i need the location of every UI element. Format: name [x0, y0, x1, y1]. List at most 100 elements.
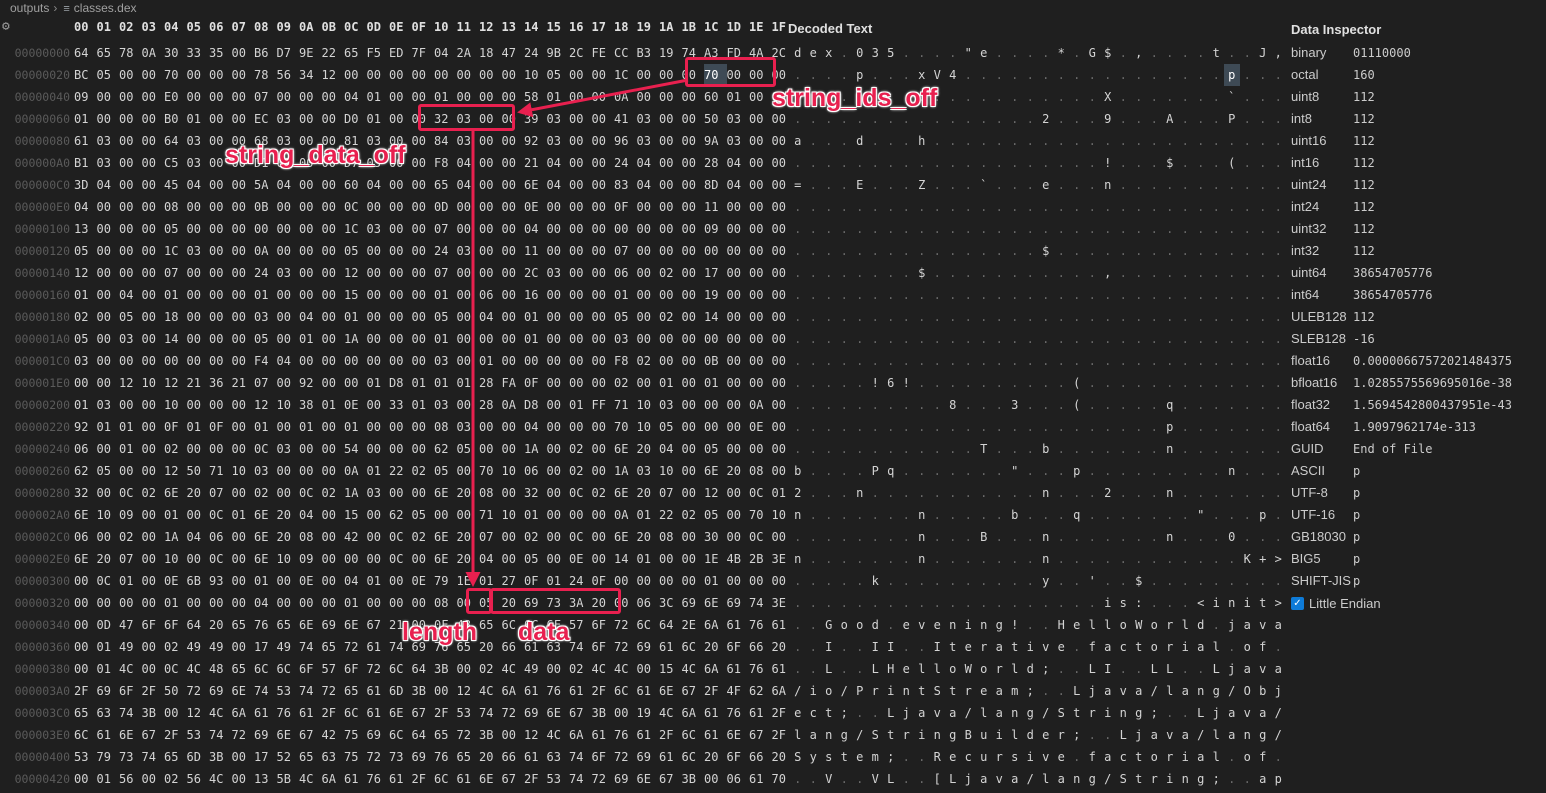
hex-byte[interactable]: 30	[164, 46, 179, 60]
hex-byte[interactable]: 0A	[254, 244, 269, 258]
hex-byte[interactable]: 76	[614, 728, 629, 742]
hex-byte[interactable]: 03	[366, 486, 381, 500]
decoded-char[interactable]: p	[1166, 420, 1174, 434]
decoded-char[interactable]: .	[1104, 508, 1112, 522]
decoded-char[interactable]: n	[1119, 706, 1127, 720]
decoded-char[interactable]: .	[1042, 200, 1050, 214]
decoded-char[interactable]: .	[1259, 68, 1267, 82]
hex-byte[interactable]: 06	[636, 596, 651, 610]
hex-byte[interactable]: 14	[704, 310, 719, 324]
hex-byte[interactable]: 20	[501, 596, 516, 610]
decoded-char[interactable]: b	[1259, 684, 1267, 698]
hex-byte[interactable]: 00	[299, 244, 314, 258]
hex-byte[interactable]: 35	[209, 46, 224, 60]
hex-byte[interactable]: 6C	[681, 728, 696, 742]
hex-byte[interactable]: 05	[524, 552, 539, 566]
decoded-char[interactable]: .	[1150, 464, 1158, 478]
hex-byte[interactable]: 00	[366, 288, 381, 302]
decoded-char[interactable]: d	[856, 134, 864, 148]
hex-byte[interactable]: 6B	[186, 574, 201, 588]
decoded-char[interactable]: .	[825, 530, 833, 544]
decoded-char[interactable]: .	[1243, 464, 1251, 478]
hex-byte[interactable]: 00	[749, 112, 764, 126]
decoded-char[interactable]: .	[809, 596, 817, 610]
hex-byte[interactable]: 00	[119, 398, 134, 412]
hex-byte[interactable]: 00	[636, 222, 651, 236]
decoded-char[interactable]: .	[949, 530, 957, 544]
decoded-char[interactable]: .	[871, 552, 879, 566]
inspector-value[interactable]: p	[1353, 530, 1361, 544]
hex-byte[interactable]: 00	[231, 772, 246, 786]
decoded-char[interactable]: .	[918, 288, 926, 302]
decoded-char[interactable]: 0	[856, 46, 864, 60]
hex-byte[interactable]: 6E	[254, 530, 269, 544]
hex-byte[interactable]: 00	[366, 244, 381, 258]
decoded-char[interactable]: .	[902, 552, 910, 566]
decoded-char[interactable]: .	[1088, 442, 1096, 456]
hex-byte[interactable]: 66	[501, 750, 516, 764]
hex-byte[interactable]: 00	[704, 420, 719, 434]
decoded-char[interactable]: .	[1011, 420, 1019, 434]
hex-byte[interactable]: 56	[276, 68, 291, 82]
decoded-char[interactable]: .	[840, 354, 848, 368]
decoded-char[interactable]: .	[1011, 112, 1019, 126]
decoded-char[interactable]: .	[1026, 376, 1034, 390]
decoded-char[interactable]: .	[1104, 442, 1112, 456]
hex-byte[interactable]: 04	[276, 354, 291, 368]
decoded-char[interactable]: L	[1119, 728, 1127, 742]
hex-byte[interactable]: 03	[456, 420, 471, 434]
hex-byte[interactable]: 00	[501, 178, 516, 192]
hex-byte[interactable]: 76	[434, 640, 449, 654]
decoded-char[interactable]: .	[809, 310, 817, 324]
decoded-char[interactable]: j	[1228, 618, 1236, 632]
hex-byte[interactable]: 00	[456, 662, 471, 676]
decoded-char[interactable]: q	[887, 464, 895, 478]
inspector-value[interactable]: 01110000	[1353, 46, 1411, 60]
decoded-char[interactable]: .	[1119, 156, 1127, 170]
decoded-char[interactable]: .	[1135, 398, 1143, 412]
decoded-char[interactable]: S	[794, 750, 802, 764]
hex-byte[interactable]: 41	[614, 112, 629, 126]
hex-byte[interactable]: 00	[501, 222, 516, 236]
decoded-char[interactable]: .	[1057, 222, 1065, 236]
hex-byte[interactable]: 6E	[434, 486, 449, 500]
decoded-char[interactable]: .	[933, 486, 941, 500]
hex-byte[interactable]: 00	[276, 244, 291, 258]
hex-byte[interactable]: 00	[726, 574, 741, 588]
decoded-char[interactable]: .	[1212, 244, 1220, 258]
decoded-char[interactable]: .	[825, 464, 833, 478]
decoded-char[interactable]: .	[1274, 288, 1282, 302]
decoded-char[interactable]: .	[1088, 420, 1096, 434]
hex-byte[interactable]: 00	[569, 310, 584, 324]
decoded-char[interactable]: .	[856, 508, 864, 522]
hex-byte[interactable]: 0E	[344, 398, 359, 412]
hex-bytes[interactable]: 03 00 00 00 00 00 00 00 F4 04 00 00 00 00 00 00 03 00 01 00…	[74, 350, 794, 372]
decoded-char[interactable]: .	[1228, 508, 1236, 522]
hex-byte[interactable]: 00	[231, 46, 246, 60]
decoded-char[interactable]: .	[995, 68, 1003, 82]
hex-byte[interactable]: 00	[209, 354, 224, 368]
hex-byte[interactable]: 03	[546, 112, 561, 126]
decoded-char[interactable]: r	[902, 728, 910, 742]
hex-byte[interactable]: 09	[704, 222, 719, 236]
decoded-char[interactable]: $	[1135, 574, 1143, 588]
decoded-char[interactable]: .	[1197, 266, 1205, 280]
inspector-value[interactable]: p	[1353, 486, 1361, 500]
decoded-char[interactable]: .	[1135, 244, 1143, 258]
hex-byte[interactable]: 00	[501, 442, 516, 456]
decoded-char[interactable]: .	[949, 332, 957, 346]
hex-byte[interactable]: 00	[726, 398, 741, 412]
hex-byte[interactable]: 12	[456, 684, 471, 698]
decoded-char[interactable]: .	[1135, 178, 1143, 192]
decoded-char[interactable]: .	[1212, 508, 1220, 522]
hex-byte[interactable]: 00	[119, 134, 134, 148]
hex-byte[interactable]: 00	[546, 288, 561, 302]
hex-byte[interactable]: 00	[389, 420, 404, 434]
decoded-char[interactable]: .	[1150, 486, 1158, 500]
decoded-char[interactable]: .	[1259, 574, 1267, 588]
decoded-char[interactable]: .	[918, 222, 926, 236]
hex-byte[interactable]: 76	[546, 684, 561, 698]
hex-byte[interactable]: 00	[546, 662, 561, 676]
decoded-char[interactable]: .	[1274, 354, 1282, 368]
